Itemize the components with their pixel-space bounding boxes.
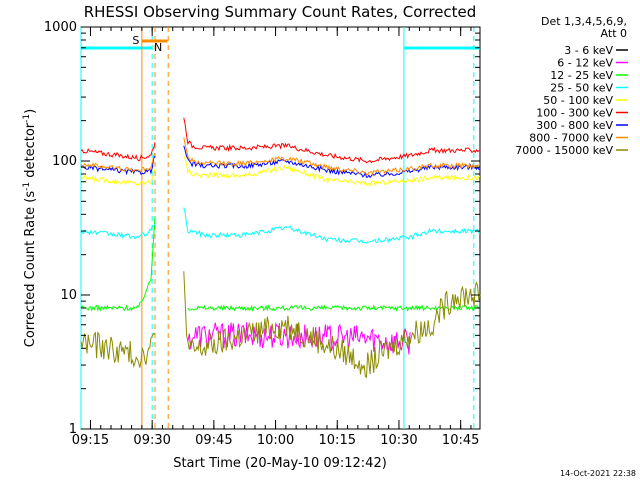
legend-header-line: Det 1,3,4,5,6,9, xyxy=(541,15,627,28)
legend-entry-label: 12 - 25 keV xyxy=(550,69,613,82)
legend-entry-label: 800 - 7000 keV xyxy=(529,132,613,145)
series-line xyxy=(187,304,481,313)
y-tick-label: 100 xyxy=(52,154,77,169)
annotation-layer: SN xyxy=(80,27,480,429)
legend-entry-label: 3 - 6 keV xyxy=(564,44,613,57)
night-label: N xyxy=(154,41,162,54)
x-axis: 09:15 09:30 09:45 10:00 10:15 10:30 10:45 xyxy=(72,27,479,448)
x-tick-label: 10:00 xyxy=(257,433,294,448)
y-tick-label: 1000 xyxy=(44,20,77,35)
x-tick-label: 10:45 xyxy=(442,433,479,448)
series-line xyxy=(80,216,156,312)
series-line xyxy=(183,155,480,187)
y-axis-label-sup1: -1 xyxy=(22,182,32,191)
series-layer xyxy=(80,117,481,379)
y-tick-label: 1 xyxy=(69,422,77,437)
y-axis-label-part3: ) xyxy=(23,109,38,114)
series-line xyxy=(80,223,156,240)
series-line xyxy=(183,117,481,164)
y-axis: 1 10 100 1000 xyxy=(44,20,480,437)
series-line xyxy=(80,142,156,162)
y-axis-label-part1: Corrected Count Rate (s xyxy=(23,191,38,348)
x-tick-label: 09:30 xyxy=(133,433,170,448)
x-axis-label: Start Time (20-May-10 09:12:42) xyxy=(173,456,387,471)
y-axis-label-sup2: -1 xyxy=(22,114,32,123)
series-line xyxy=(80,152,156,173)
saa-label: S xyxy=(132,34,139,47)
legend-entry-label: 100 - 300 keV xyxy=(536,107,613,120)
legend-entry-label: 300 - 800 keV xyxy=(536,119,613,132)
y-tick-label: 10 xyxy=(60,288,77,303)
legend-entry-label: 50 - 100 keV xyxy=(543,94,613,107)
generation-timestamp: 14-Oct-2021 22:38 xyxy=(560,469,636,478)
x-tick-label: 10:30 xyxy=(380,433,417,448)
x-tick-label: 09:45 xyxy=(195,433,232,448)
series-line xyxy=(80,168,156,186)
series-line xyxy=(183,137,481,176)
legend-entry-label: 6 - 12 keV xyxy=(557,57,613,70)
series-line xyxy=(80,331,156,368)
series-line xyxy=(80,155,156,176)
y-axis-label: Corrected Count Rate (s-1 detector-1) xyxy=(22,109,38,347)
series-line xyxy=(183,145,481,179)
x-tick-label: 09:15 xyxy=(72,433,109,448)
legend-entry-label: 25 - 50 keV xyxy=(550,82,613,95)
series-line xyxy=(183,207,481,244)
x-tick-label: 10:15 xyxy=(319,433,356,448)
y-axis-label-part2: detector xyxy=(23,122,38,182)
series-line xyxy=(183,271,481,379)
legend-header-line: Att 0 xyxy=(601,27,627,40)
legend-entry-label: 7000 - 15000 keV xyxy=(515,144,613,157)
chart-title: RHESSI Observing Summary Count Rates, Co… xyxy=(84,3,477,21)
